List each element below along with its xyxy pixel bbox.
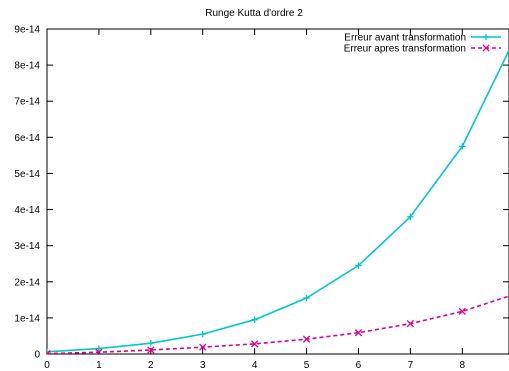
- x-tick-label: 6: [356, 360, 362, 371]
- plot-frame: [46, 28, 509, 355]
- data-point: [482, 44, 490, 52]
- data-point: [458, 307, 466, 316]
- series-1: [47, 48, 509, 354]
- marker-stroke: [482, 44, 490, 52]
- marker-stroke: [96, 348, 103, 354]
- x-tick-label: 3: [200, 360, 206, 371]
- series-line: [47, 295, 509, 354]
- y-tick-label: 7e-14: [14, 97, 40, 108]
- marker-stroke: [199, 343, 207, 351]
- x-tick-label: 1: [96, 360, 102, 371]
- x-tick-label: 4: [252, 360, 258, 371]
- marker-stroke: [458, 307, 466, 316]
- data-point: [406, 320, 415, 328]
- data-point: [199, 330, 206, 338]
- y-tick-label: 1e-14: [14, 313, 40, 324]
- legend-label: Erreur apres transformation: [344, 44, 466, 55]
- y-tick-label: 8e-14: [14, 61, 40, 72]
- chart-title: Runge Kutta d'ordre 2: [205, 8, 303, 19]
- data-point: [407, 213, 414, 220]
- data-point: [147, 346, 155, 354]
- x-tick-label: 2: [148, 360, 154, 371]
- x-tick-label: 7: [408, 360, 414, 371]
- series-line: [47, 48, 509, 353]
- x-tick-label: 0: [44, 360, 50, 371]
- data-point: [95, 348, 103, 354]
- data-point: [47, 349, 51, 354]
- data-point: [147, 339, 155, 347]
- y-tick-label: 0: [34, 350, 40, 361]
- marker-stroke: [302, 335, 311, 343]
- marker-stroke: [406, 320, 415, 328]
- data-point: [354, 329, 363, 337]
- marker-stroke: [354, 329, 363, 337]
- legend-label: Erreur avant transformation: [344, 33, 466, 44]
- x-tick-label: 8: [459, 360, 465, 371]
- data-point: [199, 343, 207, 351]
- marker-stroke: [147, 346, 155, 354]
- y-tick-label: 9e-14: [14, 25, 40, 36]
- data-point: [95, 345, 103, 352]
- y-tick-label: 4e-14: [14, 205, 40, 216]
- series-2: [47, 295, 509, 354]
- data-point: [251, 316, 258, 323]
- data-point: [302, 335, 311, 343]
- y-tick-label: 5e-14: [14, 169, 40, 180]
- series-layer: [47, 48, 509, 354]
- y-tick-label: 2e-14: [14, 277, 40, 288]
- marker-stroke: [47, 349, 51, 354]
- y-tick-label: 3e-14: [14, 241, 40, 252]
- y-tick-label: 6e-14: [14, 133, 40, 144]
- axes: 0 1e-14 2e-14 3e-14 4e-14 5e-14 6e-14 7e-14 8e-1…: [14, 25, 509, 371]
- data-point: [250, 340, 259, 348]
- x-tick-label: 5: [304, 360, 310, 371]
- data-point: [303, 294, 310, 302]
- data-point: [459, 143, 466, 150]
- data-point: [355, 262, 362, 269]
- data-point: [482, 33, 490, 41]
- marker-stroke: [250, 340, 259, 348]
